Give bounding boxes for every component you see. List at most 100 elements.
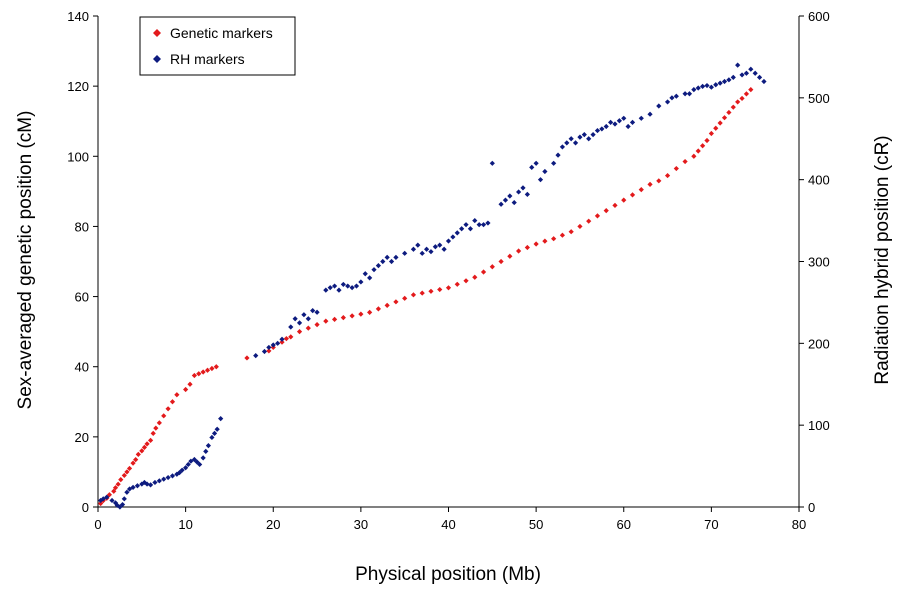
data-point: [713, 82, 719, 88]
data-point: [150, 430, 156, 436]
data-point: [331, 316, 338, 322]
data-point: [218, 416, 224, 422]
data-point: [621, 115, 627, 121]
x-tick-label: 40: [441, 517, 455, 532]
y-tick-label: 20: [75, 430, 89, 445]
data-point: [203, 448, 209, 454]
data-point: [415, 242, 421, 248]
data-point: [340, 281, 346, 288]
data-point: [577, 134, 583, 140]
y-tick-label: 120: [67, 79, 89, 94]
legend-marker-rh: [153, 55, 161, 63]
data-point: [704, 137, 710, 144]
data-point: [161, 476, 167, 482]
data-point: [144, 441, 150, 447]
data-point: [169, 399, 176, 405]
y-tick-label: 100: [67, 149, 89, 164]
data-point: [200, 455, 206, 461]
data-point: [463, 278, 469, 284]
legend-marker-genetic: [153, 29, 161, 37]
data-point: [691, 87, 697, 93]
data-point: [191, 456, 197, 463]
x-tick-label: 10: [178, 517, 192, 532]
data-point: [169, 473, 176, 479]
data-point: [647, 181, 653, 187]
data-point: [402, 250, 408, 256]
legend-label-rh: RH markers: [170, 51, 245, 67]
x-tick-label: 80: [792, 517, 806, 532]
data-point: [244, 355, 250, 361]
data-point: [292, 316, 298, 322]
data-point: [174, 392, 180, 398]
data-point: [542, 168, 548, 175]
data-point: [472, 217, 478, 224]
data-point: [279, 336, 285, 342]
data-point: [568, 136, 574, 142]
data-point: [704, 82, 710, 89]
data-point: [559, 144, 566, 150]
x-axis-title: Physical position (Mb): [355, 564, 541, 585]
data-point: [616, 118, 622, 124]
data-point: [423, 246, 430, 252]
data-point: [612, 202, 618, 208]
data-point: [638, 115, 644, 121]
y2-axis-title: Radiation hybrid position (cR): [872, 135, 893, 384]
data-point: [735, 62, 741, 68]
data-point: [555, 152, 561, 158]
data-point: [577, 223, 583, 230]
data-point: [673, 165, 679, 172]
x-tick-label: 50: [529, 517, 543, 532]
data-point: [358, 279, 364, 285]
data-point: [270, 342, 276, 348]
data-point: [664, 99, 671, 105]
data-point: [179, 467, 185, 473]
data-point: [165, 406, 171, 412]
data-point: [441, 246, 447, 252]
data-point: [204, 367, 211, 373]
y-tick-label: 80: [75, 219, 89, 234]
data-point: [489, 264, 495, 270]
data-point: [551, 160, 557, 166]
data-point: [428, 288, 434, 294]
data-point: [183, 386, 189, 393]
y2-tick-label: 0: [808, 500, 815, 515]
data-point: [551, 236, 557, 242]
data-point: [656, 178, 662, 184]
data-point: [388, 258, 395, 265]
data-point: [100, 496, 106, 502]
data-point: [314, 322, 320, 328]
data-point: [111, 488, 117, 494]
data-point: [673, 93, 679, 99]
data-point: [362, 271, 368, 277]
data-point: [748, 87, 754, 93]
data-point: [748, 66, 754, 72]
data-point: [266, 348, 272, 354]
data-point: [200, 369, 206, 375]
y-tick-label: 40: [75, 360, 89, 375]
data-point: [279, 339, 285, 345]
data-point: [402, 295, 408, 301]
data-point: [621, 197, 627, 203]
data-point: [336, 287, 342, 293]
data-point: [261, 348, 268, 355]
data-point: [524, 191, 530, 197]
data-point: [686, 91, 693, 97]
y2-tick-label: 300: [808, 255, 830, 270]
data-point: [735, 99, 741, 105]
data-point: [524, 244, 530, 251]
data-point: [516, 248, 522, 254]
data-point: [118, 477, 124, 483]
x-tick-label: 30: [354, 517, 368, 532]
data-point: [327, 285, 333, 291]
data-point: [603, 208, 609, 214]
data-point: [682, 91, 688, 97]
data-point: [647, 111, 653, 117]
data-point: [669, 95, 675, 101]
data-point: [608, 119, 614, 125]
data-point: [594, 213, 601, 219]
data-point: [629, 119, 636, 125]
data-points: [98, 62, 767, 510]
data-point: [445, 285, 452, 291]
data-point: [305, 325, 311, 331]
data-point: [135, 451, 141, 457]
